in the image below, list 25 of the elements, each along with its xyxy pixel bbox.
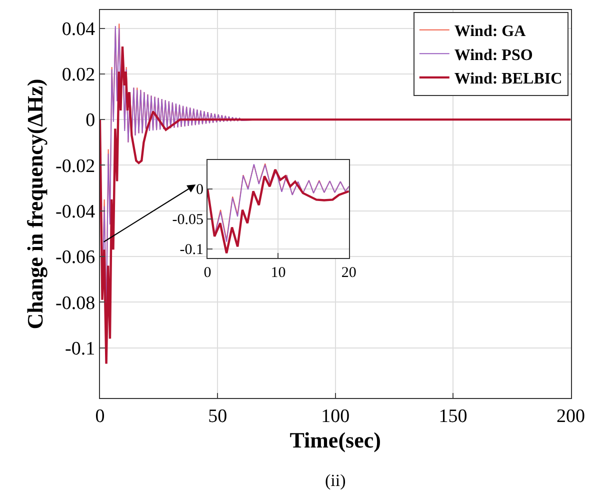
x-tick-label: 50: [208, 406, 228, 427]
y-tick-label: -0.1: [65, 338, 96, 360]
x-tick-label: 20: [341, 265, 356, 281]
legend-label: Wind: BELBIC: [454, 70, 562, 88]
text: (ii): [325, 471, 346, 490]
y-tick-label: -0.08: [56, 292, 96, 314]
x-tick-label: 150: [438, 406, 468, 427]
y-tick-label: -0.06: [56, 247, 96, 268]
y-tick-label: -0.02: [56, 156, 96, 177]
y-tick-label: -0.1: [180, 242, 204, 258]
x-tick-label: 200: [556, 406, 585, 427]
y-tick-label: -0.04: [56, 202, 96, 222]
x-axis-title: Time(sec): [290, 428, 381, 453]
legend-label: Wind: GA: [454, 23, 526, 40]
legend-label: Wind: PSO: [454, 46, 533, 64]
x-tick-label: 100: [321, 406, 350, 427]
line-series: [207, 168, 349, 254]
line-series: [100, 45, 571, 365]
y-axis-title: Change in frequency(ΔHz): [22, 78, 48, 330]
x-tick-label: 10: [270, 265, 286, 281]
y-tick-label: -0.05: [172, 212, 204, 228]
y-tick-label: 0: [86, 110, 96, 132]
y-tick-label: 0.04: [62, 18, 96, 40]
y-tick-label: 0.02: [62, 64, 96, 86]
y-tick-label: 0: [196, 182, 204, 198]
